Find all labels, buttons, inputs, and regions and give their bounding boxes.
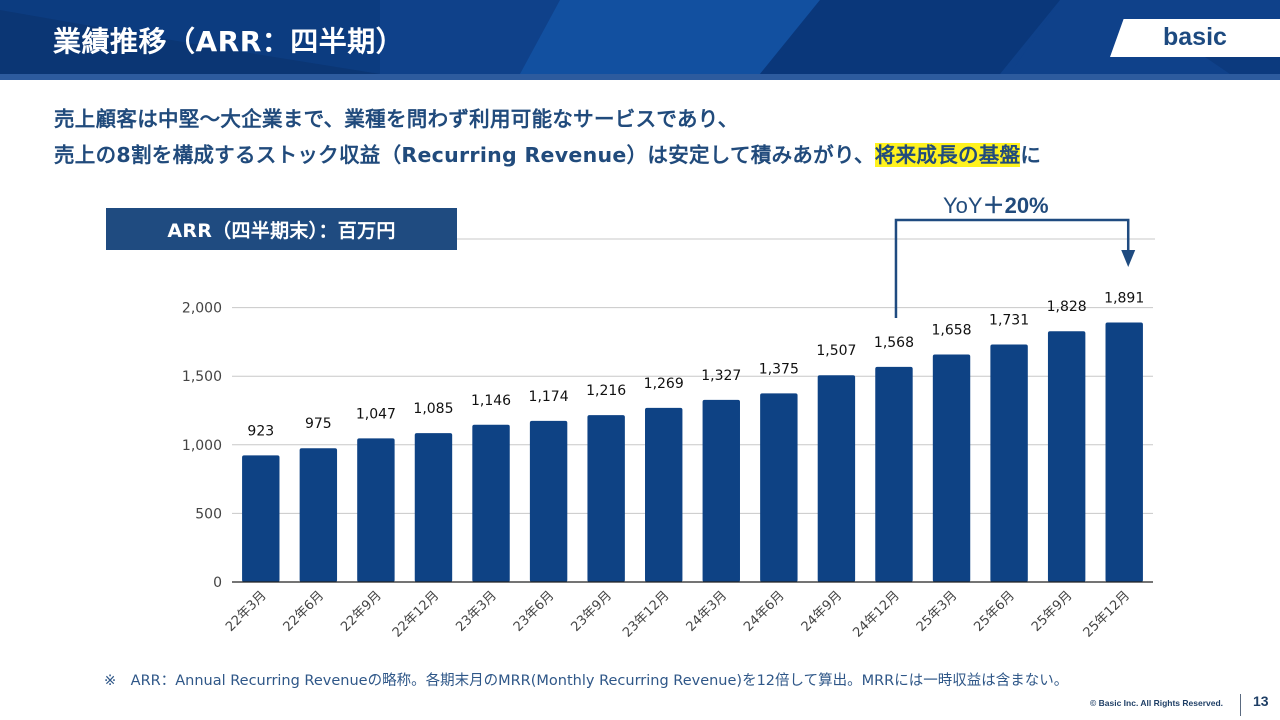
x-tick-label: 22年9月 <box>338 588 385 635</box>
yoy-bracket-arrow <box>894 218 1136 318</box>
bracket-line <box>894 218 1130 318</box>
x-tick-label: 22年12月 <box>390 588 442 640</box>
bar-24年3月 <box>702 399 740 582</box>
highlighted-phrase: 将来成長の基盤 <box>874 143 1021 167</box>
yoy-value: ＋20% <box>982 193 1049 218</box>
x-tick-label: 25年12月 <box>1081 588 1133 640</box>
lead-text-line-2-end: に <box>1020 143 1042 167</box>
data-label: 1,146 <box>471 393 511 409</box>
y-tick-label: 500 <box>195 506 222 522</box>
y-tick-label: 2,000 <box>182 301 222 317</box>
y-tick-label: 0 <box>213 575 222 591</box>
data-label: 1,327 <box>701 368 741 384</box>
bar-22年3月 <box>242 455 280 582</box>
x-tick-label: 25年6月 <box>971 588 1018 635</box>
bar-25年12月 <box>1105 322 1143 582</box>
bar-23年9月 <box>587 415 625 582</box>
x-tick-label: 24年3月 <box>684 588 731 635</box>
x-tick-label: 24年6月 <box>741 588 788 635</box>
data-label: 1,891 <box>1104 291 1144 307</box>
x-tick-label: 22年3月 <box>223 588 270 635</box>
data-label: 975 <box>305 416 332 432</box>
x-tick-label: 23年9月 <box>568 588 615 635</box>
header-accent-strip <box>0 74 1280 80</box>
data-label: 1,375 <box>759 361 799 377</box>
header-banner: 業績推移（ARR：四半期） basic <box>0 0 1280 74</box>
data-label: 1,658 <box>931 323 971 339</box>
footer-divider <box>1240 694 1241 716</box>
bar-25年9月 <box>1047 331 1086 582</box>
bar-25年3月 <box>932 354 971 582</box>
data-label: 923 <box>247 423 274 439</box>
company-logo: basic <box>1163 23 1227 51</box>
data-label: 1,174 <box>529 389 569 405</box>
y-tick-label: 1,000 <box>182 438 222 454</box>
x-tick-label: 22年6月 <box>281 588 328 635</box>
lead-text-line-2: 売上の8割を構成するストック収益（Recurring Revenue）は安定して… <box>54 138 1041 168</box>
data-label: 1,047 <box>356 406 396 422</box>
data-label: 1,828 <box>1047 299 1087 315</box>
chart-title-label: ARR（四半期末）：百万円 <box>106 208 457 250</box>
y-tick-label: 1,500 <box>182 369 222 385</box>
data-label: 1,085 <box>413 401 453 417</box>
bar-24年9月 <box>817 375 856 582</box>
arrow-down-icon <box>1121 250 1136 267</box>
page-number: 13 <box>1253 693 1269 709</box>
copyright: © Basic Inc. All Rights Reserved. <box>1090 698 1224 708</box>
yoy-prefix: YoY <box>943 193 983 218</box>
data-labels: 923 975 1,047 1,085 1,146 1,174 1,216 1,269 1,32… <box>247 291 1144 440</box>
page-title: 業績推移（ARR：四半期） <box>53 25 405 58</box>
bar-22年6月 <box>299 448 338 582</box>
logo-badge <box>1110 19 1280 57</box>
x-tick-label: 23年12月 <box>620 588 672 640</box>
data-label: 1,269 <box>644 376 684 392</box>
data-label: 1,568 <box>874 335 914 351</box>
lead-text-line-2-main: 売上の8割を構成するストック収益（Recurring Revenue）は安定して… <box>54 143 875 167</box>
bar-23年3月 <box>472 424 510 582</box>
yoy-annotation: YoY＋20% <box>943 188 1049 220</box>
bar-22年12月 <box>414 433 453 582</box>
x-tick-label: 23年6月 <box>511 588 558 635</box>
bar-23年12月 <box>645 407 683 582</box>
lead-text-line-1: 売上顧客は中堅〜大企業まで、業種を問わず利用可能なサービスであり、 <box>54 107 739 131</box>
x-tick-label: 25年9月 <box>1029 588 1076 635</box>
x-tick-label: 23年3月 <box>453 588 500 635</box>
x-tick-label: 25年3月 <box>914 588 961 635</box>
bar-25年6月 <box>990 344 1028 582</box>
x-axis-tick-labels: 22年3月 22年6月 22年9月 22年12月 23年3月 23年6月 23年9月 23年1… <box>223 588 1133 640</box>
y-axis-tick-labels: 0 500 1,000 1,500 2,000 <box>182 301 222 591</box>
data-label: 1,507 <box>816 343 856 359</box>
bar-24年12月 <box>875 366 913 582</box>
data-label: 1,731 <box>989 313 1029 329</box>
bar-23年6月 <box>529 420 568 582</box>
bar-22年9月 <box>357 438 395 582</box>
data-label: 1,216 <box>586 383 626 399</box>
x-tick-label: 24年9月 <box>799 588 846 635</box>
x-tick-label: 24年12月 <box>850 588 902 640</box>
footnote: ※ ARR：Annual Recurring Revenueの略称。各期末月のM… <box>104 673 1069 689</box>
bars <box>242 322 1143 582</box>
bar-24年6月 <box>760 393 798 582</box>
